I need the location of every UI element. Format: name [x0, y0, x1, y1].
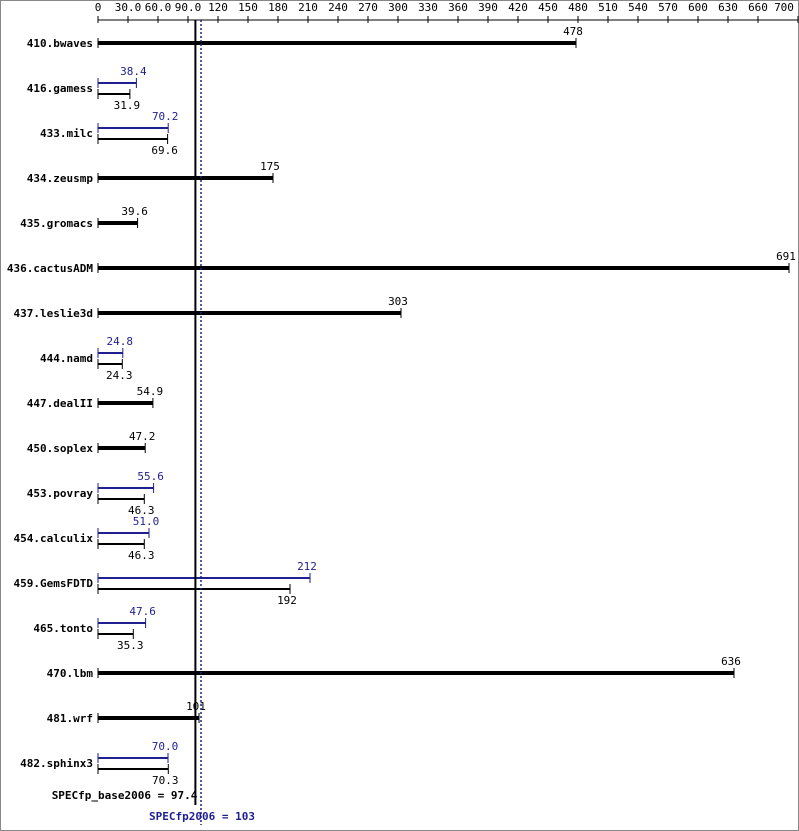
reference-label: SPECfp2006 = 103 [149, 810, 255, 823]
value-label: 46.3 [128, 504, 155, 517]
value-label: 39.6 [121, 205, 148, 218]
value-label: 24.8 [107, 335, 134, 348]
value-label: 31.9 [114, 99, 141, 112]
value-label: 70.3 [152, 774, 179, 787]
x-tick-label: 210 [298, 1, 318, 14]
value-label: 47.2 [129, 430, 156, 443]
reference-label: SPECfp_base2006 = 97.4 [52, 789, 198, 802]
x-tick-label: 660 [748, 1, 768, 14]
value-label: 46.3 [128, 549, 155, 562]
x-tick-label: 120 [208, 1, 228, 14]
category-label: 470.lbm [47, 667, 94, 680]
value-label: 55.6 [137, 470, 164, 483]
value-label: 54.9 [137, 385, 164, 398]
x-tick-label: 240 [328, 1, 348, 14]
x-tick-label: 510 [598, 1, 618, 14]
value-label: 636 [721, 655, 741, 668]
value-label: 691 [776, 250, 796, 263]
value-label: 70.2 [152, 110, 179, 123]
x-tick-label: 150 [238, 1, 258, 14]
x-tick-label: 570 [658, 1, 678, 14]
x-tick-label: 420 [508, 1, 528, 14]
category-label: 434.zeusmp [27, 172, 94, 185]
x-tick-label: 60.0 [145, 1, 172, 14]
value-label: 38.4 [120, 65, 147, 78]
x-tick-label: 330 [418, 1, 438, 14]
x-tick-label: 450 [538, 1, 558, 14]
value-label: 24.3 [106, 369, 133, 382]
x-tick-label: 0 [95, 1, 102, 14]
value-label: 69.6 [151, 144, 178, 157]
value-label: 51.0 [133, 515, 160, 528]
x-tick-label: 360 [448, 1, 468, 14]
value-label: 70.0 [152, 740, 179, 753]
category-label: 482.sphinx3 [20, 757, 93, 770]
x-tick-label: 540 [628, 1, 648, 14]
category-label: 447.dealII [27, 397, 93, 410]
x-tick-label: 480 [568, 1, 588, 14]
category-label: 459.GemsFDTD [14, 577, 94, 590]
category-label: 436.cactusADM [7, 262, 93, 275]
category-label: 435.gromacs [20, 217, 93, 230]
category-label: 437.leslie3d [14, 307, 93, 320]
x-tick-label: 180 [268, 1, 288, 14]
category-label: 454.calculix [14, 532, 94, 545]
value-label: 35.3 [117, 639, 144, 652]
value-label: 212 [297, 560, 317, 573]
category-label: 450.soplex [27, 442, 94, 455]
value-label: 478 [563, 25, 583, 38]
x-tick-label: 700 [774, 1, 794, 14]
category-label: 416.gamess [27, 82, 93, 95]
x-tick-label: 270 [358, 1, 378, 14]
category-label: 465.tonto [33, 622, 93, 635]
x-tick-label: 300 [388, 1, 408, 14]
category-label: 481.wrf [47, 712, 93, 725]
x-tick-label: 30.0 [115, 1, 142, 14]
category-label: 453.povray [27, 487, 94, 500]
value-label: 47.6 [129, 605, 156, 618]
category-label: 410.bwaves [27, 37, 93, 50]
category-label: 433.milc [40, 127, 93, 140]
value-label: 192 [277, 594, 297, 607]
value-label: 303 [388, 295, 408, 308]
x-tick-label: 390 [478, 1, 498, 14]
value-label: 175 [260, 160, 280, 173]
x-tick-label: 600 [688, 1, 708, 14]
x-tick-label: 90.0 [175, 1, 202, 14]
category-label: 444.namd [40, 352, 93, 365]
x-tick-label: 630 [718, 1, 738, 14]
